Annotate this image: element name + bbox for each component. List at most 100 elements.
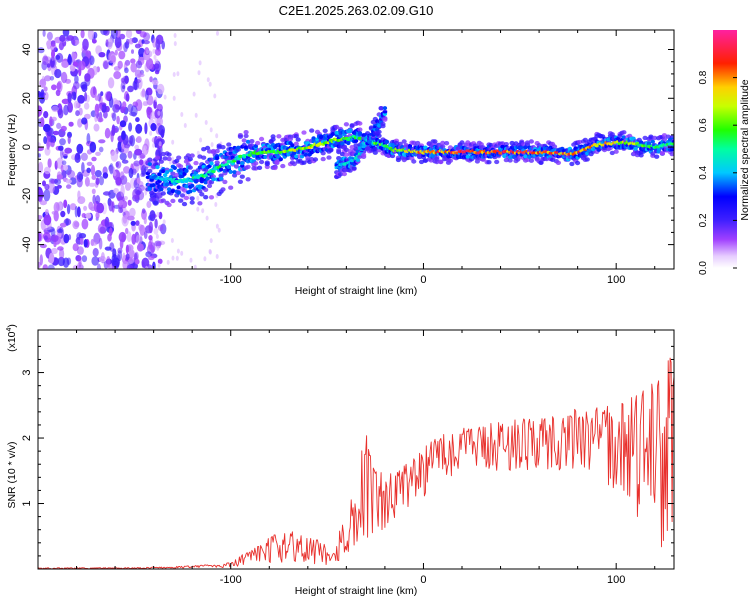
noise-speck [94,170,102,178]
noise-speck [123,166,131,174]
noise-speck [95,151,101,156]
ridge-body [164,182,170,187]
noise-speck [77,94,85,104]
noise-speck [78,173,84,181]
noise-speck [39,200,47,206]
ridge-halo [418,159,425,165]
noise-speck [214,202,218,207]
snr-series-line [38,357,674,569]
noise-speck [157,258,163,264]
ridge-halo [378,106,384,111]
noise-speck [54,68,62,79]
noise-speck [158,224,164,231]
noise-speck [67,170,76,179]
noise-speck [141,208,146,214]
ridge-halo [147,168,153,174]
ridge-body [226,165,231,169]
noise-speck [43,136,48,145]
ridge-halo [382,117,388,122]
ridge-halo [201,147,207,152]
noise-speck [149,130,153,136]
ridge-body [294,154,299,159]
ridge-body [218,176,224,181]
noise-speck [86,133,91,145]
noise-speck [109,227,113,237]
ridge-body [176,185,181,190]
noise-speck [114,49,118,56]
noise-speck [145,90,149,101]
noise-speck [54,178,62,185]
noise-speck [131,233,137,245]
noise-speck [38,215,43,220]
noise-speck [90,241,98,246]
noise-speck [44,183,50,191]
ridge-body [251,154,257,158]
noise-speck [74,205,78,218]
noise-speck [133,160,141,167]
noise-speck [89,141,97,153]
ridge-body [465,154,470,159]
noise-speck [51,105,59,113]
noise-speck [135,60,143,69]
ridge-halo [347,168,353,173]
noise-speck [53,210,59,222]
noise-speck [38,47,45,54]
ridge-body [203,180,208,185]
noise-speck [158,141,162,147]
ridge-halo [166,156,172,162]
ridge-body [348,128,353,133]
ridge-halo [654,154,660,159]
noise-speck [135,30,142,35]
noise-speck [63,164,68,171]
noise-speck [128,135,134,145]
ridge-body [176,190,181,195]
ridge-halo [372,150,378,155]
noise-speck [209,127,213,133]
noise-speck [88,182,96,187]
noise-speck [192,91,196,97]
noise-speck [38,153,41,158]
noise-speck [199,137,203,143]
ridge-halo [257,165,263,170]
noise-speck [117,140,123,152]
ridge-halo [459,140,465,145]
ridge-halo [415,140,421,146]
colorbar-tick-label: 0.2 [698,213,709,227]
noise-speck [139,224,146,236]
noise-speck [69,203,77,211]
noise-speck [76,178,83,188]
ridge-halo [411,140,417,145]
ridge-body [382,106,388,111]
noise-speck [146,49,150,55]
noise-speck [88,201,94,210]
noise-speck [123,143,131,149]
noise-speck [56,122,62,129]
noise-speck [113,71,122,80]
noise-speck [108,200,114,212]
ridge-halo [208,195,215,200]
ridge-body [228,169,233,174]
colorbar-ticks: 0.0 0.2 0.4 0.6 0.8 [698,70,737,275]
ridge-body [346,141,351,146]
ridge-halo [189,196,195,201]
noise-speck [67,135,71,145]
noise-speck [72,220,80,230]
noise-speck [90,86,97,98]
ridge-body [650,139,655,144]
noise-speck [78,256,82,268]
noise-speck [84,102,90,110]
ridge-halo [401,139,407,144]
noise-speck [196,206,200,212]
noise-speck [154,63,160,70]
ridge-halo [440,144,446,149]
noise-speck [51,49,56,58]
ridge-halo [447,158,453,163]
noise-speck [173,33,177,38]
noise-speck [109,163,114,175]
noise-speck [46,139,50,150]
ridge-body [163,173,168,178]
noise-speck [130,58,136,64]
noise-speck [152,261,156,269]
noise-speck [122,75,129,85]
noise-speck [43,111,49,119]
